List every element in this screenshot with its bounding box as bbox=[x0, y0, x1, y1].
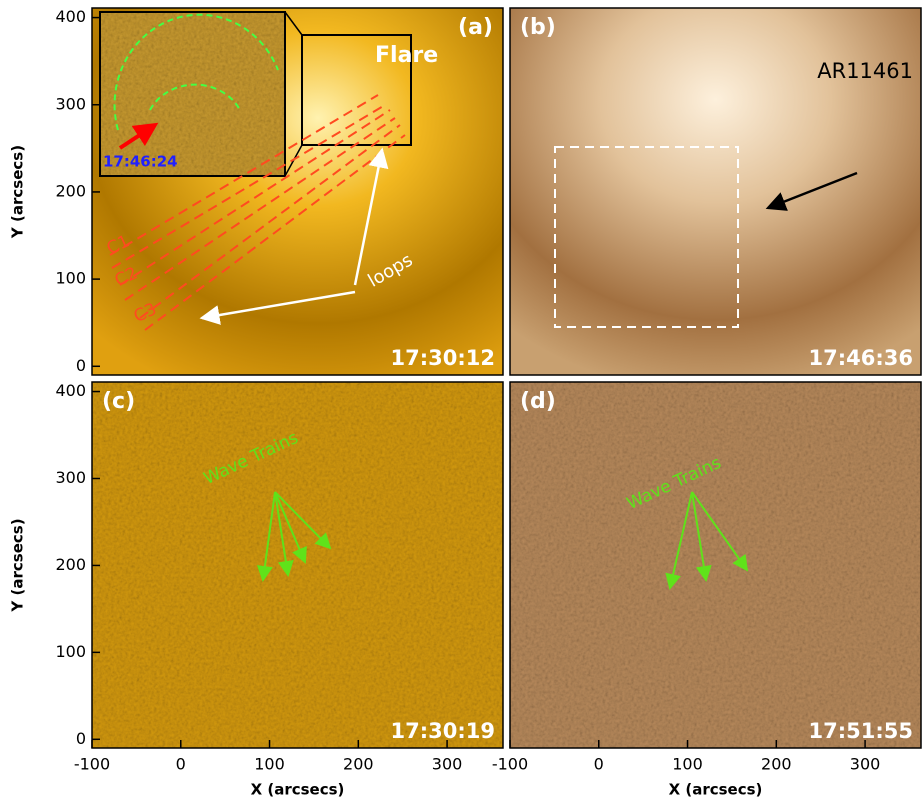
figure: Flare loops C1 C2 C3 17:46:24 AR11461 Wa… bbox=[0, 0, 922, 804]
y-axis-title: Y (arcsecs) bbox=[9, 145, 27, 239]
y-axis-title: Y (arcsecs) bbox=[9, 518, 27, 612]
y-tick-label: 100 bbox=[55, 269, 86, 288]
y-tick-label: 300 bbox=[55, 94, 86, 113]
inset bbox=[100, 12, 285, 176]
image-d bbox=[510, 382, 921, 748]
x-tick-label: 300 bbox=[850, 755, 881, 774]
y-tick-label: 0 bbox=[76, 729, 86, 748]
y-tick-label: 0 bbox=[76, 356, 86, 375]
x-axis-title: X (arcsecs) bbox=[251, 781, 345, 799]
timestamp: 17:46:36 bbox=[809, 346, 913, 370]
x-tick-label: 200 bbox=[343, 755, 374, 774]
annotation: Flare bbox=[375, 43, 438, 68]
x-tick-label: 0 bbox=[176, 755, 186, 774]
x-tick-label: 0 bbox=[594, 755, 604, 774]
annotation: AR11461 bbox=[817, 59, 913, 83]
panel-label: (b) bbox=[520, 15, 556, 40]
panel-label: (a) bbox=[458, 15, 493, 40]
x-tick-label: -100 bbox=[74, 755, 110, 774]
y-tick-label: 200 bbox=[55, 555, 86, 574]
y-tick-label: 200 bbox=[55, 181, 86, 200]
y-tick-label: 400 bbox=[55, 381, 86, 400]
x-tick-label: 300 bbox=[432, 755, 463, 774]
image-c bbox=[92, 382, 503, 748]
x-tick-label: 200 bbox=[761, 755, 792, 774]
timestamp: 17:30:19 bbox=[391, 719, 495, 743]
x-tick-label: 100 bbox=[254, 755, 285, 774]
x-tick-label: -100 bbox=[492, 755, 528, 774]
y-tick-label: 300 bbox=[55, 468, 86, 487]
x-tick-label: 100 bbox=[672, 755, 703, 774]
panel-label: (d) bbox=[520, 389, 556, 414]
annotation: 17:46:24 bbox=[103, 153, 178, 171]
panel-label: (c) bbox=[102, 389, 135, 414]
timestamp: 17:51:55 bbox=[809, 719, 913, 743]
x-axis-title: X (arcsecs) bbox=[669, 781, 763, 799]
y-tick-label: 400 bbox=[55, 7, 86, 26]
y-tick-label: 100 bbox=[55, 642, 86, 661]
timestamp: 17:30:12 bbox=[391, 346, 495, 370]
